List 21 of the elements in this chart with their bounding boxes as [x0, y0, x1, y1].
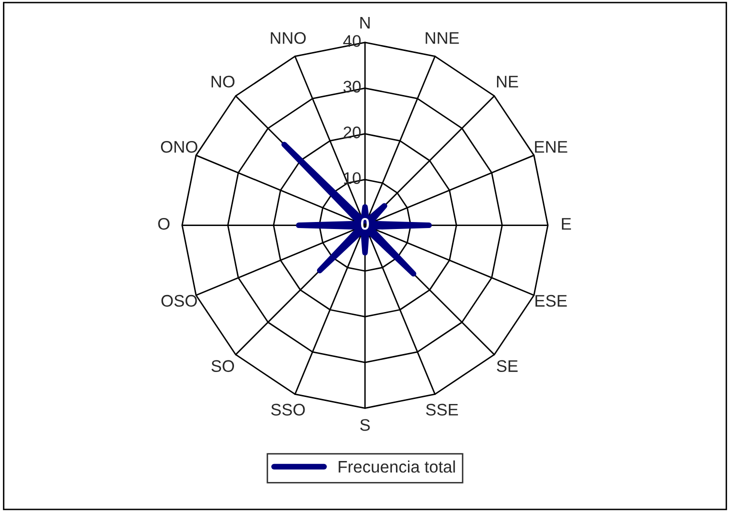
y-tick-label: 0 [361, 218, 369, 230]
legend-label: Frecuencia total [338, 460, 455, 473]
spoke-label: SSO [271, 404, 305, 416]
spoke-label: E [562, 218, 571, 230]
spoke-label: ENE [535, 141, 568, 153]
spoke-label: ESE [536, 294, 567, 307]
y-tick-label: 30 [343, 80, 361, 93]
spoke-label: SO [211, 360, 234, 372]
spoke-label: SSE [426, 404, 458, 416]
spoke-label: NNO [270, 32, 306, 44]
y-tick-label: 40 [343, 35, 361, 47]
spoke-label: S [360, 419, 370, 431]
spoke-label: NE [497, 76, 518, 88]
spoke-label: OSO [161, 294, 197, 307]
y-tick-label: 20 [344, 126, 361, 138]
spoke-label: NNE [426, 32, 459, 44]
spoke-label: ONO [160, 140, 198, 153]
spoke-label: SE [496, 360, 518, 372]
spoke-label: N [360, 16, 370, 28]
spoke-label: O [158, 218, 170, 230]
spoke-label: NO [212, 76, 234, 88]
